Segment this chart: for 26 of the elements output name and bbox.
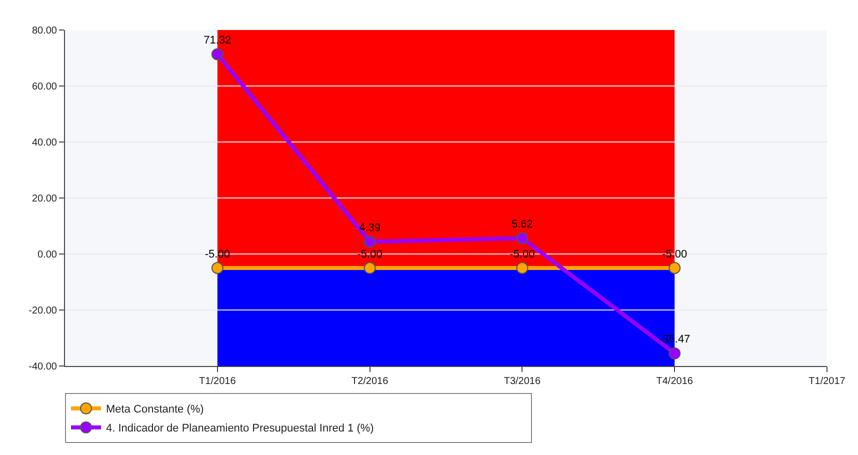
point	[364, 262, 376, 274]
point	[668, 262, 681, 274]
x-tick-label: T4/2016	[656, 376, 694, 387]
data-label: -5.00	[204, 248, 230, 260]
point	[211, 262, 224, 274]
point	[516, 232, 528, 244]
legend-label: Meta Constante (%)	[106, 404, 204, 416]
x-tick-label: T2/2016	[351, 376, 389, 387]
data-label: 5.62	[511, 218, 533, 231]
x-tick-label: T3/2016	[504, 376, 541, 387]
y-tick-label: -40.00	[28, 362, 58, 372]
point	[364, 236, 376, 248]
x-tick-label: T1/2017	[808, 376, 846, 387]
legend-label: 4. Indicador de Planeamiento Presupuestal Inred 1 (%)	[106, 422, 374, 435]
y-tick-label: 40.00	[32, 138, 58, 148]
point	[668, 347, 681, 360]
data-label: -5.00	[662, 248, 688, 260]
y-tick-label: 80.00	[32, 26, 58, 36]
y-tick-label: 0.00	[38, 250, 58, 260]
x-tick-label: T1/2016	[199, 376, 236, 387]
y-tick-label: 60.00	[32, 82, 58, 92]
point	[211, 48, 224, 60]
point	[516, 262, 528, 274]
y-tick-label: 20.00	[32, 194, 58, 204]
y-tick-label: -20.00	[28, 306, 58, 316]
data-label: -35.47	[659, 334, 690, 346]
